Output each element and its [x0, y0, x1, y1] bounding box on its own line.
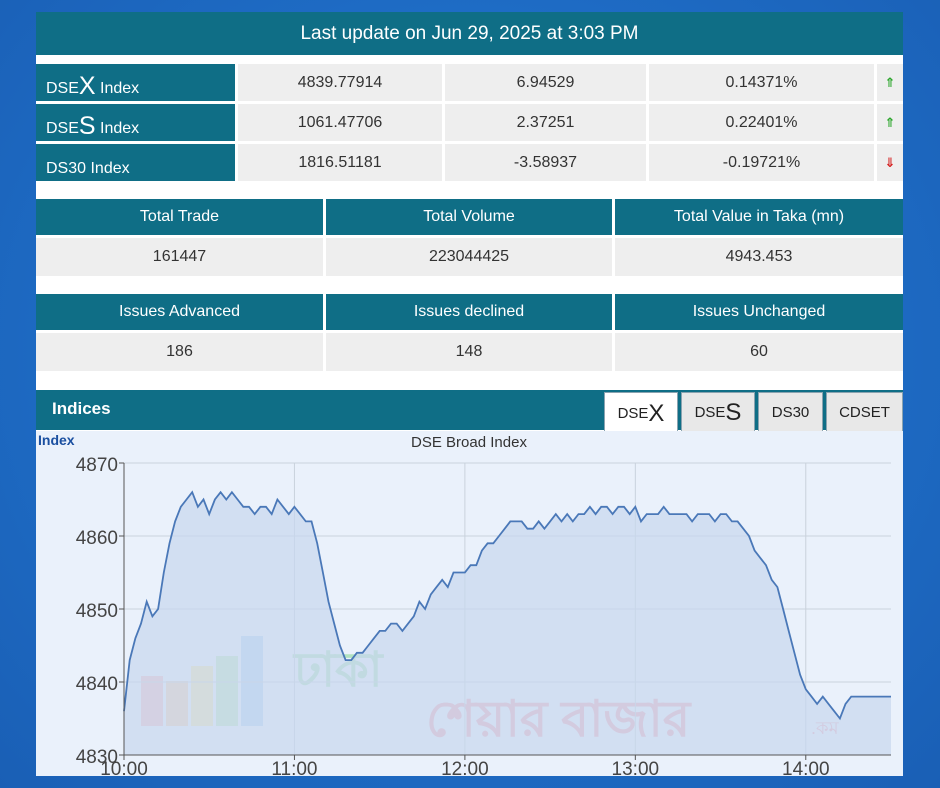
tab-label-prefix: DSE: [617, 405, 649, 422]
tab-label-prefix: CDSET: [839, 404, 890, 421]
index-row: DS30 Index 1816.51181 -3.58937 -0.19721% ⇓: [36, 144, 903, 181]
chart-title: DSE Broad Index: [411, 434, 527, 451]
indices-title: Indices: [52, 399, 111, 418]
index-row: DSE X Index 4839.77914 6.94529 0.14371% ⇑: [36, 64, 903, 101]
index-name-letter: X: [78, 72, 96, 100]
tab-dses[interactable]: DSE S: [681, 392, 755, 432]
y-tick-label: 4870: [76, 455, 118, 476]
index-value: 1061.47706: [238, 104, 442, 141]
index-pct: 0.22401%: [649, 104, 874, 141]
index-pct: -0.19721%: [649, 144, 874, 181]
tab-label-letter: X: [648, 399, 665, 427]
index-change: -3.58937: [445, 144, 646, 181]
tab-label-prefix: DSE: [694, 404, 726, 421]
total-volume-value: 223044425: [326, 238, 612, 276]
chart-area: ঢাকাশেয়ার বাজার.কম483048404850486048701…: [36, 431, 903, 780]
arrow-glyph: ⇑: [884, 114, 896, 130]
arrow-glyph: ⇓: [884, 154, 896, 170]
x-tick-label: 12:00: [441, 759, 489, 776]
dse-broad-index-chart: ঢাকাশেয়ার বাজার.কম483048404850486048701…: [38, 432, 891, 780]
index-name-prefix: DS30: [46, 160, 87, 177]
tab-label-prefix: DS30: [771, 404, 810, 421]
index-change: 2.37251: [445, 104, 646, 141]
index-name-suffix: Index: [95, 80, 140, 97]
index-change: 6.94529: [445, 64, 646, 101]
arrow-glyph: ⇑: [884, 74, 896, 90]
arrow-down-icon: ⇓: [877, 144, 903, 181]
index-name[interactable]: DSE X Index: [36, 64, 235, 101]
y-tick-label: 4840: [76, 674, 118, 695]
issues-unchanged-value: 60: [615, 333, 903, 371]
index-value: 1816.51181: [238, 144, 442, 181]
index-name[interactable]: DSE S Index: [36, 104, 235, 141]
index-name-prefix: DSE: [46, 80, 79, 97]
index-name-suffix: Index: [95, 120, 140, 137]
total-trade-value: 161447: [36, 238, 323, 276]
x-tick-label: 13:00: [612, 759, 660, 776]
index-area: [124, 492, 891, 755]
x-tick-label: 14:00: [782, 759, 830, 776]
y-tick-label: 4850: [76, 601, 118, 622]
index-name-suffix: Index: [86, 160, 130, 177]
issues-advanced-value: 186: [36, 333, 323, 371]
x-tick-label: 10:00: [100, 759, 148, 776]
y-tick-label: 4860: [76, 528, 118, 549]
total-value-header: Total Value in Taka (mn): [615, 199, 903, 235]
index-name-prefix: DSE: [46, 120, 79, 137]
last-update-bar: Last update on Jun 29, 2025 at 3:03 PM: [36, 12, 903, 55]
tab-ds30[interactable]: DS30: [758, 392, 823, 432]
x-tick-label: 11:00: [271, 759, 317, 776]
issues-advanced-header: Issues Advanced: [36, 294, 323, 330]
tab-dsex[interactable]: DSE X: [604, 392, 678, 434]
total-value-value: 4943.453: [615, 238, 903, 276]
arrow-up-icon: ⇑: [877, 64, 903, 101]
index-name[interactable]: DS30 Index: [36, 144, 235, 181]
index-line: [123, 490, 891, 721]
index-value: 4839.77914: [238, 64, 442, 101]
total-trade-header: Total Trade: [36, 199, 323, 235]
index-name-letter: S: [78, 112, 96, 140]
y-tick-label: 4830: [76, 747, 118, 768]
total-volume-header: Total Volume: [326, 199, 612, 235]
issues-declined-value: 148: [326, 333, 612, 371]
y-axis-label: Index: [38, 432, 75, 448]
market-summary-panel: Last update on Jun 29, 2025 at 3:03 PM D…: [36, 12, 903, 780]
tab-cdset[interactable]: CDSET: [826, 392, 903, 432]
index-pct: 0.14371%: [649, 64, 874, 101]
issues-unchanged-header: Issues Unchanged: [615, 294, 903, 330]
arrow-up-icon: ⇑: [877, 104, 903, 141]
tab-label-letter: S: [725, 398, 742, 426]
issues-declined-header: Issues declined: [326, 294, 612, 330]
index-row: DSE S Index 1061.47706 2.37251 0.22401% ⇑: [36, 104, 903, 141]
